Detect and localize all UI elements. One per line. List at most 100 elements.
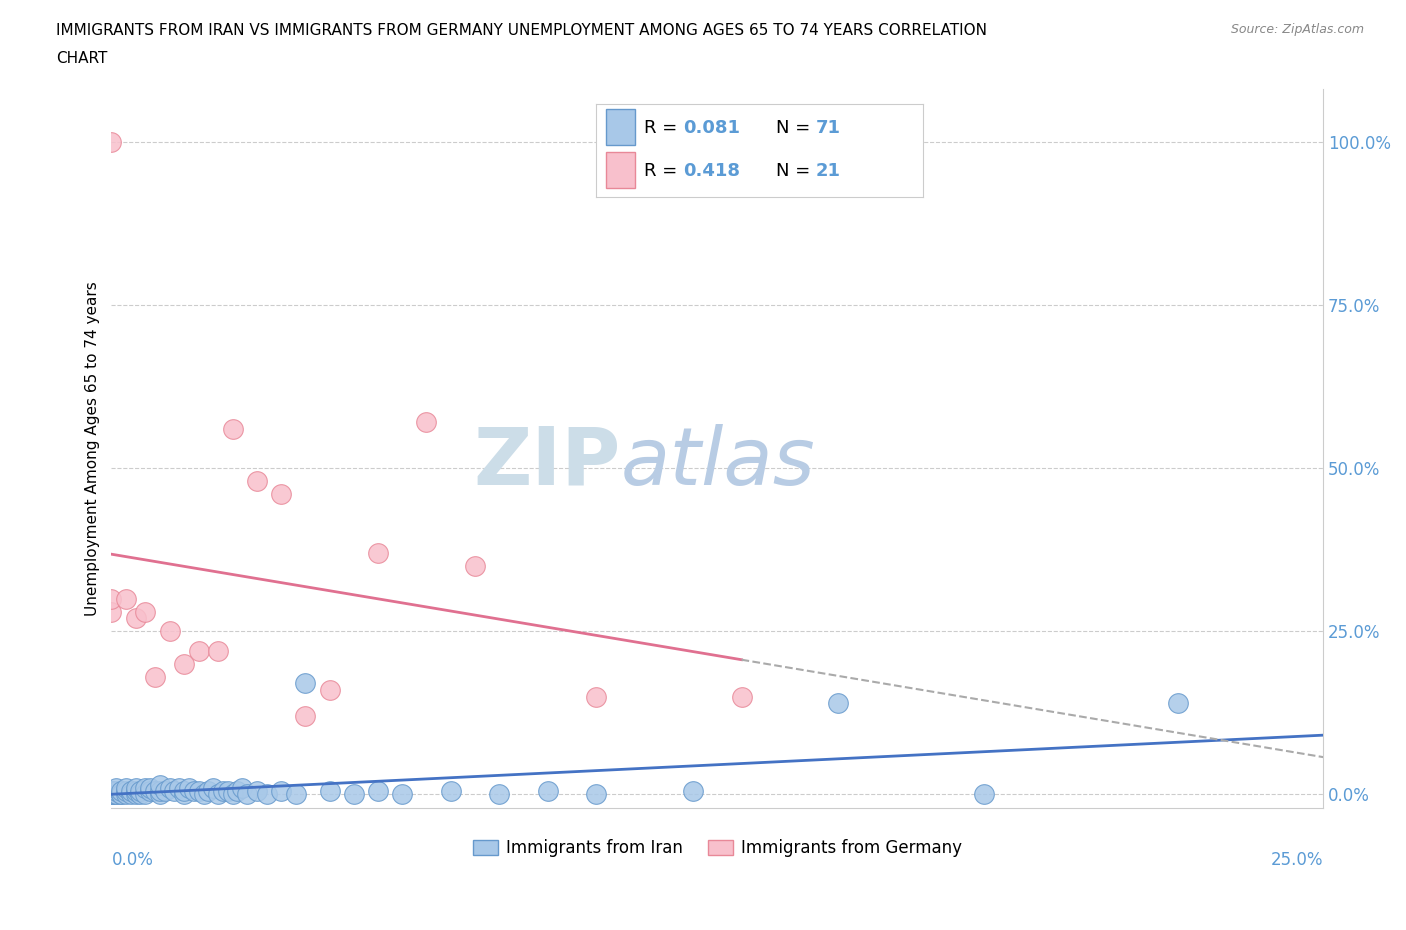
Point	[105, 784, 128, 799]
Point	[100, 787, 122, 802]
Point	[212, 784, 235, 799]
Point	[246, 784, 269, 799]
Point	[124, 611, 146, 626]
Point	[129, 784, 152, 799]
Point	[173, 657, 195, 671]
Point	[100, 784, 122, 799]
Point	[100, 787, 122, 802]
Point	[143, 784, 166, 799]
Point	[440, 784, 463, 799]
Legend: Immigrants from Iran, Immigrants from Germany: Immigrants from Iran, Immigrants from Ge…	[465, 832, 969, 864]
Point	[415, 415, 437, 430]
Point	[105, 787, 128, 802]
Point	[159, 624, 181, 639]
Text: Source: ZipAtlas.com: Source: ZipAtlas.com	[1230, 23, 1364, 36]
Point	[367, 546, 389, 561]
Point	[100, 784, 122, 799]
Point	[115, 787, 138, 802]
Point	[169, 780, 191, 795]
Point	[202, 780, 225, 795]
Point	[585, 787, 607, 802]
Point	[139, 784, 162, 799]
Point	[973, 787, 995, 802]
Point	[236, 787, 259, 802]
Point	[134, 787, 156, 802]
Point	[149, 787, 172, 802]
Point	[367, 784, 389, 799]
Point	[318, 784, 340, 799]
Point	[488, 787, 510, 802]
Point	[100, 787, 122, 802]
Point	[149, 784, 172, 799]
Point	[100, 604, 122, 619]
Point	[177, 780, 200, 795]
Point	[585, 689, 607, 704]
Point	[827, 696, 849, 711]
Point	[110, 784, 132, 799]
Point	[294, 709, 316, 724]
Point	[187, 784, 209, 799]
Point	[343, 787, 366, 802]
Text: ZIP: ZIP	[472, 424, 620, 502]
Point	[226, 784, 249, 799]
Point	[143, 670, 166, 684]
Point	[100, 787, 122, 802]
Point	[100, 784, 122, 799]
Text: CHART: CHART	[56, 51, 108, 66]
Point	[270, 486, 292, 501]
Point	[318, 683, 340, 698]
Point	[159, 780, 181, 795]
Point	[391, 787, 413, 802]
Point	[163, 784, 186, 799]
Point	[120, 784, 142, 799]
Point	[284, 787, 307, 802]
Point	[115, 591, 138, 606]
Point	[536, 784, 558, 799]
Point	[187, 644, 209, 658]
Point	[100, 787, 122, 802]
Point	[294, 676, 316, 691]
Point	[100, 787, 122, 802]
Point	[100, 591, 122, 606]
Point	[120, 787, 142, 802]
Point	[100, 134, 122, 149]
Point	[105, 780, 128, 795]
Point	[115, 784, 138, 799]
Point	[100, 787, 122, 802]
Point	[115, 780, 138, 795]
Point	[197, 784, 219, 799]
Point	[124, 787, 146, 802]
Point	[110, 787, 132, 802]
Point	[129, 787, 152, 802]
Point	[134, 604, 156, 619]
Point	[149, 777, 172, 792]
Point	[221, 421, 243, 436]
Point	[270, 784, 292, 799]
Point	[256, 787, 278, 802]
Point	[183, 784, 205, 799]
Y-axis label: Unemployment Among Ages 65 to 74 years: Unemployment Among Ages 65 to 74 years	[86, 281, 100, 616]
Point	[193, 787, 215, 802]
Point	[110, 787, 132, 802]
Point	[231, 780, 253, 795]
Point	[464, 559, 486, 574]
Point	[173, 784, 195, 799]
Point	[217, 784, 239, 799]
Point	[173, 787, 195, 802]
Text: IMMIGRANTS FROM IRAN VS IMMIGRANTS FROM GERMANY UNEMPLOYMENT AMONG AGES 65 TO 74: IMMIGRANTS FROM IRAN VS IMMIGRANTS FROM …	[56, 23, 987, 38]
Text: atlas: atlas	[620, 424, 815, 502]
Text: 0.0%: 0.0%	[111, 851, 153, 869]
Point	[134, 780, 156, 795]
Point	[105, 787, 128, 802]
Point	[730, 689, 752, 704]
Point	[124, 780, 146, 795]
Point	[124, 784, 146, 799]
Text: 25.0%: 25.0%	[1271, 851, 1323, 869]
Point	[153, 784, 176, 799]
Point	[221, 787, 243, 802]
Point	[1167, 696, 1189, 711]
Point	[246, 473, 269, 488]
Point	[207, 787, 229, 802]
Point	[207, 644, 229, 658]
Point	[682, 784, 704, 799]
